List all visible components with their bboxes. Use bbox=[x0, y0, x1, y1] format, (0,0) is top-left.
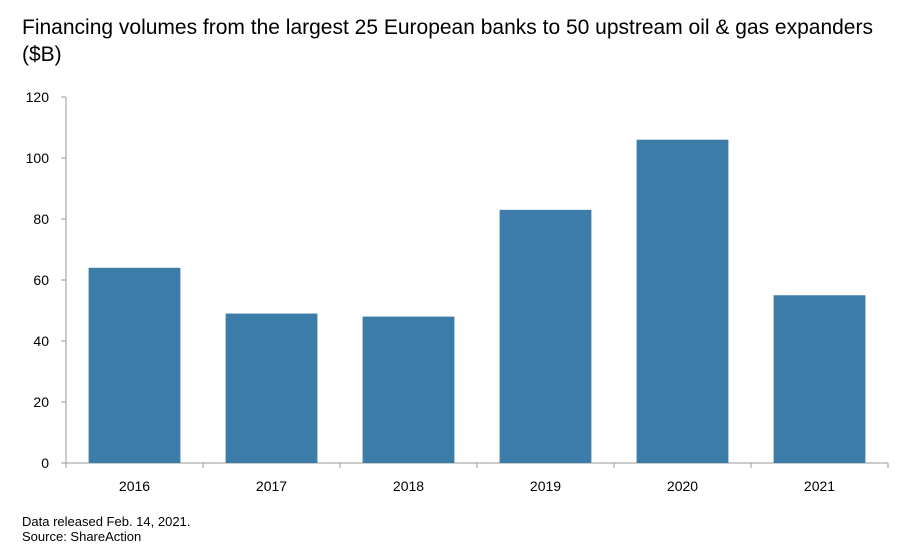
x-tick-label: 2019 bbox=[530, 478, 561, 494]
bar-2016 bbox=[88, 267, 181, 463]
bar-2017 bbox=[225, 313, 318, 463]
chart-title: Financing volumes from the largest 25 Eu… bbox=[22, 16, 873, 66]
bar-2018 bbox=[362, 316, 455, 463]
x-axis: 2016 2017 2018 2019 2020 2021 bbox=[65, 462, 889, 494]
x-tick-label: 2016 bbox=[119, 478, 150, 494]
y-tick-label: 100 bbox=[26, 150, 50, 166]
data-release-note: Data released Feb. 14, 2021. bbox=[22, 514, 191, 529]
bar-2021 bbox=[773, 295, 866, 463]
x-tick-label: 2020 bbox=[667, 478, 698, 494]
bar-chart: 0 20 40 60 80 100 120 2016 2017 2018 2019 2020 2021 bbox=[26, 89, 889, 494]
source-note: Source: ShareAction bbox=[22, 529, 142, 544]
x-tick-label: 2021 bbox=[804, 478, 835, 494]
y-tick-label: 120 bbox=[26, 89, 50, 105]
y-tick-label: 20 bbox=[33, 394, 49, 410]
bar-2019 bbox=[499, 209, 592, 463]
x-tick-label: 2017 bbox=[256, 478, 287, 494]
y-tick-label: 60 bbox=[33, 272, 49, 288]
y-tick-label: 40 bbox=[33, 333, 49, 349]
y-axis: 0 20 40 60 80 100 120 bbox=[26, 89, 67, 471]
y-tick-label: 80 bbox=[33, 211, 49, 227]
bar-2020 bbox=[636, 139, 729, 463]
x-tick-label: 2018 bbox=[393, 478, 424, 494]
y-tick-label: 0 bbox=[41, 455, 49, 471]
bar-series bbox=[88, 139, 866, 463]
